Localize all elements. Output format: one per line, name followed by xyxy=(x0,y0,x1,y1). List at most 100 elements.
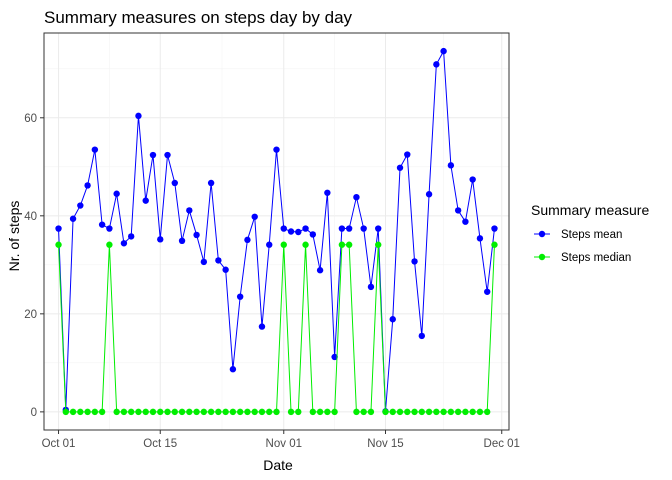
legend-item-steps-mean: Steps mean xyxy=(534,229,622,241)
data-point-steps-median xyxy=(433,408,440,416)
data-point-steps-mean xyxy=(171,179,178,187)
data-point-steps-median xyxy=(178,408,186,416)
data-point-steps-median xyxy=(280,241,287,248)
data-point-steps-median xyxy=(91,408,99,416)
data-point-steps-mean xyxy=(316,267,324,274)
data-point-steps-mean xyxy=(476,235,484,242)
data-point-steps-median xyxy=(367,408,375,416)
data-point-steps-mean xyxy=(84,182,91,189)
data-point-steps-median xyxy=(236,408,244,416)
data-point-steps-mean xyxy=(302,225,309,232)
data-point-steps-median xyxy=(186,408,193,416)
data-point-steps-median xyxy=(77,408,84,416)
data-point-steps-mean xyxy=(375,225,382,232)
legend-label-steps-median: Steps median xyxy=(561,252,631,264)
data-point-steps-mean xyxy=(258,323,266,330)
data-point-steps-median xyxy=(404,408,411,416)
data-point-steps-median xyxy=(309,408,317,416)
data-point-steps-mean xyxy=(345,225,353,232)
data-point-steps-mean xyxy=(149,151,157,159)
data-point-steps-mean xyxy=(113,190,120,197)
y-tick-label: 0 xyxy=(31,407,37,419)
x-axis-title: Date xyxy=(263,457,293,473)
data-point-steps-median xyxy=(229,408,237,416)
data-point-steps-mean xyxy=(229,366,237,373)
data-point-steps-mean xyxy=(425,191,433,198)
data-point-steps-mean xyxy=(207,179,215,187)
data-point-steps-median xyxy=(215,408,222,416)
x-axis: Oct 01 Oct 15 Nov 01 Nov 15 Dec 01 xyxy=(42,430,520,450)
data-point-steps-mean xyxy=(142,197,149,204)
data-point-steps-median xyxy=(251,408,258,416)
data-point-steps-mean xyxy=(418,332,426,340)
data-point-steps-mean xyxy=(186,207,193,214)
data-point-steps-median xyxy=(244,408,251,416)
data-point-steps-median xyxy=(440,408,447,416)
data-point-steps-median xyxy=(157,408,164,416)
x-tick-label: Nov 15 xyxy=(367,438,403,450)
data-point-steps-mean xyxy=(367,283,375,291)
legend-title: Summary measure xyxy=(531,202,649,218)
data-point-steps-median xyxy=(425,408,433,416)
data-point-steps-median xyxy=(135,408,142,416)
data-point-steps-median xyxy=(164,408,171,416)
series-area xyxy=(55,47,498,416)
data-point-steps-median xyxy=(69,408,77,416)
data-point-steps-mean xyxy=(98,221,106,228)
legend-key-steps-median-point xyxy=(538,253,546,261)
data-point-steps-median xyxy=(207,408,215,416)
data-point-steps-median xyxy=(302,241,309,248)
panel-border xyxy=(43,32,510,431)
data-point-steps-mean xyxy=(200,258,208,266)
data-point-steps-mean xyxy=(396,164,404,171)
data-point-steps-median xyxy=(411,408,418,416)
data-point-steps-mean xyxy=(77,202,84,209)
data-point-steps-mean xyxy=(251,213,258,220)
data-point-steps-median xyxy=(295,408,302,416)
series-steps-median xyxy=(55,241,498,416)
data-point-steps-median xyxy=(171,408,178,416)
data-point-steps-mean xyxy=(244,236,251,244)
data-point-steps-median xyxy=(273,408,280,416)
data-point-steps-median xyxy=(418,408,426,416)
data-point-steps-median xyxy=(360,408,367,416)
data-point-steps-median xyxy=(353,408,360,416)
chart-title: Summary measures on steps day by day xyxy=(44,8,353,27)
data-point-steps-mean xyxy=(222,266,229,273)
data-point-steps-mean xyxy=(360,225,367,232)
data-point-steps-median xyxy=(331,408,338,416)
data-point-steps-median xyxy=(200,408,208,416)
data-point-steps-median xyxy=(127,408,135,416)
data-point-steps-mean xyxy=(69,215,77,222)
data-point-steps-mean xyxy=(447,162,455,169)
data-point-steps-median xyxy=(120,408,128,416)
data-point-steps-median xyxy=(84,408,91,416)
data-point-steps-mean xyxy=(273,146,280,153)
data-point-steps-mean xyxy=(324,189,331,196)
x-tick-label: Dec 01 xyxy=(484,438,520,450)
data-point-steps-mean xyxy=(55,225,62,232)
data-point-steps-mean xyxy=(353,193,360,201)
data-point-steps-median xyxy=(484,408,491,416)
x-tick-label: Oct 15 xyxy=(143,438,177,450)
data-point-steps-median xyxy=(258,408,266,416)
data-point-steps-median xyxy=(316,408,324,416)
y-tick-label: 40 xyxy=(24,211,37,223)
data-point-steps-mean xyxy=(91,146,99,153)
data-point-steps-median xyxy=(266,408,273,416)
data-point-steps-mean xyxy=(295,228,302,236)
data-point-steps-median xyxy=(382,408,389,416)
x-tick-label: Nov 01 xyxy=(266,438,302,450)
data-point-steps-median xyxy=(62,408,69,416)
data-point-steps-median xyxy=(287,408,295,416)
y-tick-label: 60 xyxy=(24,113,37,125)
data-point-steps-mean xyxy=(484,288,491,295)
data-point-steps-median xyxy=(142,408,149,416)
data-point-steps-mean xyxy=(236,293,244,300)
data-point-steps-median xyxy=(469,408,476,416)
data-point-steps-mean xyxy=(309,231,317,238)
data-point-steps-mean xyxy=(462,218,469,225)
data-point-steps-mean xyxy=(404,151,411,158)
legend-label-steps-mean: Steps mean xyxy=(561,229,622,241)
